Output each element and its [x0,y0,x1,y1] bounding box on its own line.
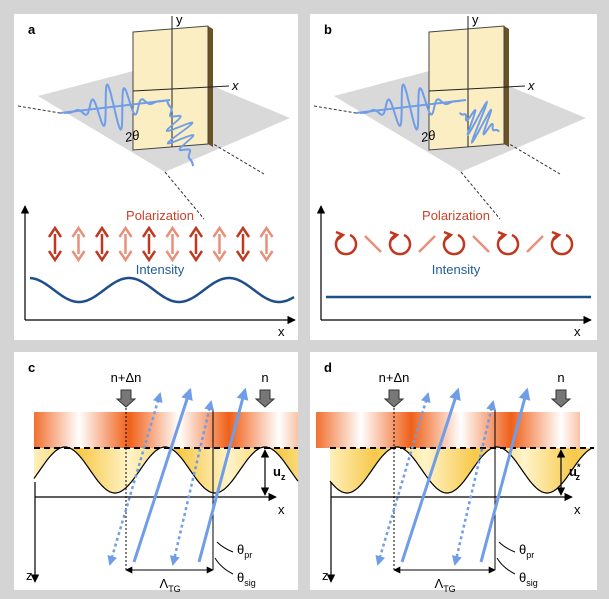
axis-label-y: y [176,12,183,27]
panel-label: c [28,360,35,375]
panel-label: a [28,22,36,37]
period-label-base: Λ [160,576,169,591]
theta-sig-label-sub: sig [244,578,256,588]
theta-sig-label-base: θ [237,570,244,585]
theta-pr-label-sub: pr [526,550,534,560]
displacement-label-sup: * [577,462,581,472]
panel-bg [14,352,298,590]
axis-label-z: z [322,568,329,583]
plot-x-label: x [574,324,581,339]
axis-label-y: y [472,12,479,27]
panel-label: d [324,360,332,375]
index-left: n+Δn [111,370,142,385]
intensity-label: Intensity [136,262,185,277]
index-right: n [557,370,564,385]
polarization-label: Polarization [422,208,490,223]
theta-sig-label-base: θ [519,570,526,585]
refractive-band [34,412,298,448]
period-label-base: Λ [435,576,444,591]
figure: a y x 2θ x Polarization Intensity b y x 2θ x Polariz… [0,0,609,599]
plot-x-label: x [278,324,285,339]
index-right: n [261,370,268,385]
axis-label-x: x [278,502,285,517]
intensity-label: Intensity [432,262,481,277]
panel-label: b [324,22,332,37]
displacement-label-sub: z [281,472,286,482]
period-label-sub: TG [168,584,181,594]
axis-label-x: x [231,78,239,93]
angle-label: 2θ [419,127,437,145]
theta-pr-label-base: θ [519,542,526,557]
theta-pr-label-sub: pr [244,550,252,560]
displacement-label-sub: z [575,472,580,482]
displacement-label-base: u [273,464,281,479]
axis-label-x: x [527,78,535,93]
polarization-label: Polarization [126,208,194,223]
period-label-sub: TG [443,584,456,594]
angle-label: 2θ [123,127,141,145]
axis-label-z: z [26,568,33,583]
axis-label-x: x [574,502,581,517]
theta-sig-label-sub: sig [526,578,538,588]
index-left: n+Δn [379,370,410,385]
theta-pr-label-base: θ [237,542,244,557]
